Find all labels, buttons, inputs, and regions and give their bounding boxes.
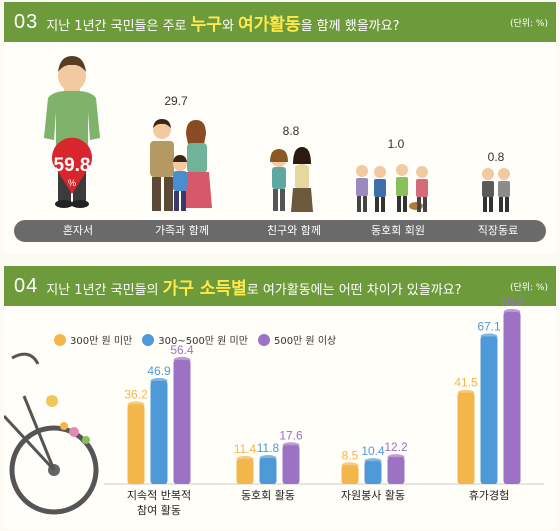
category-label: 친구와 함께: [266, 224, 322, 237]
value-label-friends: 8.8: [282, 124, 300, 138]
category-label: 지속적 반복적 참여 활동: [126, 489, 192, 517]
family-illustration: [150, 119, 212, 211]
category-label: 직장동료: [477, 224, 519, 237]
bar: [341, 465, 359, 484]
legend-label: 300~500만 원 미만: [158, 336, 248, 347]
legend-item: 300만 원 미만: [54, 332, 132, 347]
legend-item: 500만 원 이상: [257, 332, 337, 347]
section-title: 지난 1년간 국민들은 주로 누구와 여가활동을 함께 했을까요?: [46, 10, 399, 35]
bar-cap: [150, 377, 168, 384]
value-label-solo: 59.8: [53, 155, 91, 176]
bar: [259, 458, 277, 484]
coworkers-illustration: [482, 168, 510, 212]
income-bar-chart: 36.2 46.9 56.4 11.4 11.817.6 8.5 10.4 12.2 41.5 6…: [4, 295, 544, 515]
title-part: 을 함께 했을까요?: [300, 18, 400, 34]
bar-value-label: 11.8: [257, 441, 280, 455]
club-illustration: [356, 164, 428, 212]
bar-value-label: 11.4: [234, 442, 257, 456]
bar-cap: [259, 455, 277, 462]
income-banner: 04 지난 1년간 국민들의 가구 소득별로 여가활동에는 어떤 차이가 있을까…: [4, 266, 556, 306]
bar-value-label: 78.2: [500, 295, 524, 309]
people-illustrations: [44, 56, 510, 212]
category-label: 휴가경험: [468, 489, 510, 502]
bar-value-label: 56.4: [170, 343, 194, 357]
bar: [503, 311, 521, 484]
value-label-club: 1.0: [387, 137, 405, 151]
legend-swatch: [257, 333, 270, 346]
title-part: 지난 1년간 국민들은 주로: [46, 18, 191, 34]
companion-panel: 03 지난 1년간 국민들은 주로 누구와 여가활동을 함께 했을까요? (단위…: [4, 2, 556, 254]
bar: [236, 458, 254, 484]
value-label-coworkers: 0.8: [487, 150, 505, 164]
bar-value-label: 10.4: [361, 444, 385, 458]
bar: [150, 380, 168, 484]
unit-label: (단위: %): [509, 282, 548, 293]
title-part: 와: [221, 18, 239, 34]
category-bar: 혼자서 가족과 함께 친구와 함께 동호회 회원 직장동료: [14, 220, 546, 242]
unit-label: (단위: %): [509, 18, 548, 29]
bar-value-label: 67.1: [477, 319, 501, 333]
section-number: 03: [14, 10, 39, 33]
friends-illustration: [270, 147, 313, 212]
category-label: 동호회 회원: [370, 224, 426, 237]
bar-cap: [341, 462, 359, 469]
title-highlight: 누구: [190, 14, 222, 35]
value-label-family: 29.7: [164, 94, 188, 108]
category-label: 동호회 활동: [240, 489, 296, 502]
title-highlight: 여가활동: [238, 14, 301, 35]
bar-cap: [364, 458, 382, 465]
category-label: 자원봉사 활동: [340, 489, 406, 502]
legend-label: 300만 원 미만: [70, 336, 133, 347]
bar: [387, 457, 405, 484]
title-part: 로 여가활동에는 어떤 차이가 있을까요?: [246, 282, 462, 298]
legend-swatch: [142, 333, 155, 346]
bar: [457, 392, 475, 484]
income-panel: 04 지난 1년간 국민들의 가구 소득별로 여가활동에는 어떤 차이가 있을까…: [4, 266, 556, 529]
bar: [480, 336, 498, 484]
bar-cap: [282, 442, 300, 449]
title-part: 지난 1년간 국민들의: [46, 282, 163, 298]
bar-value-label: 17.6: [279, 428, 303, 442]
bar-cap: [173, 356, 191, 363]
bar-cap: [457, 389, 475, 396]
section-number: 04: [14, 274, 39, 297]
bar-value-label: 41.5: [454, 376, 478, 390]
category-label: 가족과 함께: [154, 224, 210, 237]
bar: [282, 445, 300, 484]
title-highlight: 가구 소득별: [162, 278, 247, 299]
bar-cap: [127, 401, 145, 408]
bar-value-label: 8.5: [342, 448, 359, 462]
bar-value-label: 46.9: [147, 364, 171, 378]
bar-cap: [480, 333, 498, 340]
solo-value-badge: [51, 137, 93, 194]
bar: [173, 359, 191, 484]
category-label: 혼자서: [62, 224, 94, 237]
bar-value-label: 36.2: [124, 387, 148, 401]
bar-cap: [503, 308, 521, 315]
badge-unit: %: [67, 178, 76, 188]
section-title: 지난 1년간 국민들의 가구 소득별로 여가활동에는 어떤 차이가 있을까요?: [46, 274, 461, 299]
legend-item: 300~500만 원 미만: [142, 332, 248, 347]
legend-swatch: [54, 333, 66, 346]
bar-value-label: 12.2: [384, 440, 408, 454]
legend-label: 500만 원 이상: [273, 336, 337, 347]
bar: [364, 461, 382, 484]
legend: 300만 원 미만 300~500만 원 미만 500만 원 이상: [54, 332, 336, 347]
companion-banner: 03 지난 1년간 국민들은 주로 누구와 여가활동을 함께 했을까요? (단위…: [4, 2, 556, 42]
bicycle-illustration: [4, 352, 99, 515]
bar: [127, 404, 145, 484]
bar-cap: [236, 455, 254, 462]
bar-cap: [387, 454, 405, 461]
